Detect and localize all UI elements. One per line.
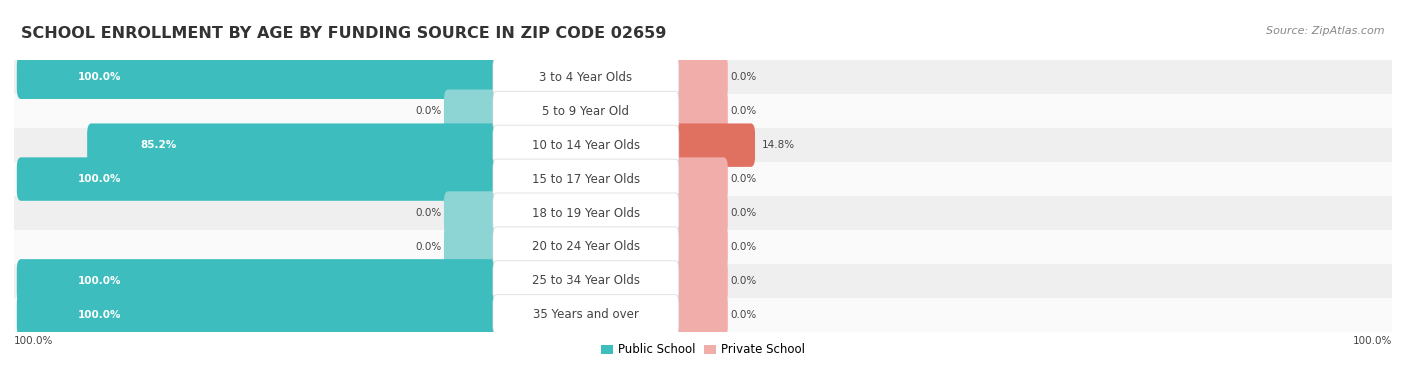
FancyBboxPatch shape: [494, 227, 679, 267]
FancyBboxPatch shape: [671, 225, 728, 269]
Text: 0.0%: 0.0%: [415, 106, 441, 116]
Text: 0.0%: 0.0%: [415, 242, 441, 252]
FancyBboxPatch shape: [17, 55, 501, 99]
FancyBboxPatch shape: [494, 193, 679, 233]
Text: 0.0%: 0.0%: [731, 72, 756, 82]
FancyBboxPatch shape: [671, 55, 728, 99]
Text: 18 to 19 Year Olds: 18 to 19 Year Olds: [531, 207, 640, 219]
FancyBboxPatch shape: [444, 89, 501, 133]
FancyBboxPatch shape: [494, 295, 679, 335]
Text: 100.0%: 100.0%: [77, 276, 121, 286]
Text: 85.2%: 85.2%: [141, 140, 176, 150]
Text: 10 to 14 Year Olds: 10 to 14 Year Olds: [531, 139, 640, 152]
Text: 35 Years and over: 35 Years and over: [533, 308, 638, 321]
FancyBboxPatch shape: [671, 259, 728, 303]
FancyBboxPatch shape: [87, 123, 501, 167]
FancyBboxPatch shape: [17, 293, 501, 337]
Text: 5 to 9 Year Old: 5 to 9 Year Old: [543, 105, 630, 118]
Text: 0.0%: 0.0%: [731, 208, 756, 218]
FancyBboxPatch shape: [671, 191, 728, 235]
FancyBboxPatch shape: [494, 159, 679, 199]
Text: 25 to 34 Year Olds: 25 to 34 Year Olds: [531, 274, 640, 287]
Text: 0.0%: 0.0%: [731, 242, 756, 252]
Bar: [14, 298, 1392, 332]
Text: 20 to 24 Year Olds: 20 to 24 Year Olds: [531, 241, 640, 253]
Text: 0.0%: 0.0%: [731, 174, 756, 184]
Text: 100.0%: 100.0%: [77, 72, 121, 82]
FancyBboxPatch shape: [671, 123, 755, 167]
Bar: [14, 264, 1392, 298]
FancyBboxPatch shape: [494, 91, 679, 131]
Text: SCHOOL ENROLLMENT BY AGE BY FUNDING SOURCE IN ZIP CODE 02659: SCHOOL ENROLLMENT BY AGE BY FUNDING SOUR…: [21, 26, 666, 41]
Bar: [14, 196, 1392, 230]
FancyBboxPatch shape: [494, 57, 679, 97]
Bar: [14, 60, 1392, 94]
Bar: [14, 230, 1392, 264]
FancyBboxPatch shape: [671, 293, 728, 337]
FancyBboxPatch shape: [444, 225, 501, 269]
Text: 0.0%: 0.0%: [731, 106, 756, 116]
Text: 100.0%: 100.0%: [77, 174, 121, 184]
Text: 100.0%: 100.0%: [14, 336, 53, 346]
FancyBboxPatch shape: [671, 89, 728, 133]
FancyBboxPatch shape: [17, 157, 501, 201]
Bar: [14, 162, 1392, 196]
FancyBboxPatch shape: [17, 259, 501, 303]
FancyBboxPatch shape: [444, 191, 501, 235]
Text: 14.8%: 14.8%: [762, 140, 794, 150]
Text: 100.0%: 100.0%: [1353, 336, 1392, 346]
FancyBboxPatch shape: [671, 157, 728, 201]
Text: 0.0%: 0.0%: [415, 208, 441, 218]
Text: 100.0%: 100.0%: [77, 310, 121, 320]
Bar: [14, 94, 1392, 128]
Legend: Public School, Private School: Public School, Private School: [596, 339, 810, 361]
Text: 0.0%: 0.0%: [731, 276, 756, 286]
Text: 0.0%: 0.0%: [731, 310, 756, 320]
Text: 15 to 17 Year Olds: 15 to 17 Year Olds: [531, 173, 640, 185]
FancyBboxPatch shape: [494, 125, 679, 165]
FancyBboxPatch shape: [494, 261, 679, 301]
Text: 3 to 4 Year Olds: 3 to 4 Year Olds: [540, 71, 633, 84]
Bar: [14, 128, 1392, 162]
Text: Source: ZipAtlas.com: Source: ZipAtlas.com: [1267, 26, 1385, 37]
